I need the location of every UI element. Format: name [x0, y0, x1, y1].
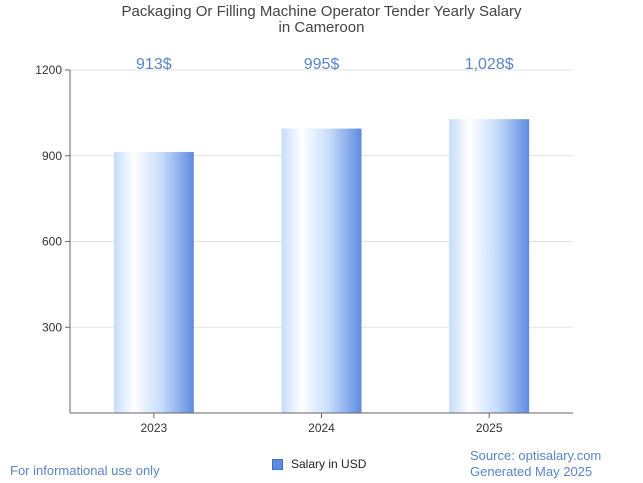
axes: 300 600 900 1200 2023 2024 2025: [35, 63, 573, 435]
value-label: 1,028$: [465, 56, 514, 73]
legend-label: Salary in USD: [291, 457, 367, 471]
bars: [113, 119, 530, 414]
value-label: 913$: [136, 56, 172, 73]
chart-title-line-2: in Cameroon: [278, 19, 365, 36]
y-tick-label: 300: [42, 320, 62, 334]
value-labels: 913$ 995$ 1,028$: [136, 56, 514, 73]
disclaimer-text: For informational use only: [10, 463, 160, 478]
source-text: Source: optisalary.com: [470, 448, 602, 463]
bar: [449, 119, 530, 413]
y-tick-label: 900: [42, 149, 62, 163]
chart-title: Packaging Or Filling Machine Operator Te…: [70, 4, 573, 36]
value-label: 995$: [304, 56, 340, 73]
chart-title-line-1: Packaging Or Filling Machine Operator Te…: [121, 3, 522, 20]
legend-swatch: [272, 458, 283, 470]
x-tick-label: 2024: [308, 421, 335, 435]
bar: [113, 152, 194, 413]
x-tick-label: 2025: [476, 421, 503, 435]
bar: [281, 128, 362, 414]
legend: Salary in USD: [272, 455, 366, 473]
x-tick-label: 2023: [140, 421, 167, 435]
y-tick-label: 1200: [35, 63, 62, 77]
generated-text: Generated May 2025: [470, 464, 593, 479]
source-info: Source: optisalary.com Generated May 202…: [470, 448, 601, 480]
y-tick-label: 600: [42, 235, 62, 249]
